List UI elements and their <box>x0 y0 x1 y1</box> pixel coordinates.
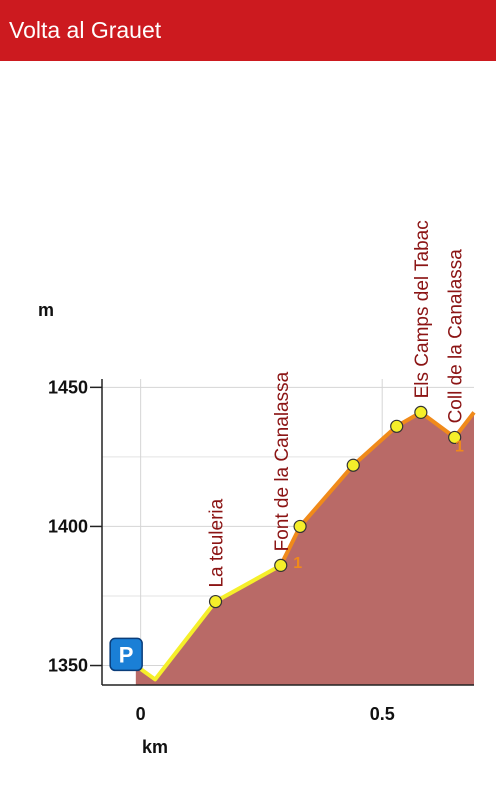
parking-icon[interactable]: P <box>109 637 143 672</box>
waypoint-marker <box>346 458 360 472</box>
chart-grid <box>102 379 474 685</box>
tick-labels: 1350 1400 1450 0 0.5 <box>48 377 395 724</box>
parking-icon-bg <box>109 637 143 672</box>
parking-icon-letter: P <box>119 642 134 667</box>
waypoint-label: Els Camps del Tabac <box>412 220 433 398</box>
y-axis-unit: m <box>38 300 54 320</box>
y-tick-label: 1400 <box>48 516 88 536</box>
segment-marker: 1 <box>455 438 464 455</box>
waypoint-marker <box>448 430 462 445</box>
x-axis-unit: km <box>142 737 168 757</box>
y-tick-label: 1450 <box>48 377 88 397</box>
chart-axes <box>90 379 474 686</box>
waypoint-marker <box>208 594 223 609</box>
waypoint-label: Coll de la Canalassa <box>446 249 467 424</box>
segment-marker: 1 <box>293 555 302 572</box>
waypoint-marker <box>414 405 428 419</box>
y-tick-label: 1350 <box>48 656 88 676</box>
x-tick-label: 0.5 <box>370 704 395 724</box>
segment-markers: 11 <box>293 438 464 572</box>
app-title: Volta al Grauet <box>9 17 162 43</box>
waypoint-marker <box>274 558 288 572</box>
waypoint-markers <box>208 405 462 609</box>
profile-line-easy <box>134 563 282 682</box>
waypoint-label: La teuleria <box>207 498 228 587</box>
waypoint-marker <box>293 519 307 534</box>
app-bar: Volta al Grauet <box>0 0 496 61</box>
waypoint-marker <box>390 419 404 433</box>
waypoint-label: Font de la Canalassa <box>272 371 293 551</box>
waypoint-labels: La teuleria Font de la Canalassa Els Camps… <box>207 220 467 587</box>
elevation-profile-chart: 1350 1400 1450 0 0.5 La teuleria Font de la C… <box>38 220 476 757</box>
profile-area <box>135 412 474 685</box>
x-tick-label: 0 <box>136 704 146 724</box>
